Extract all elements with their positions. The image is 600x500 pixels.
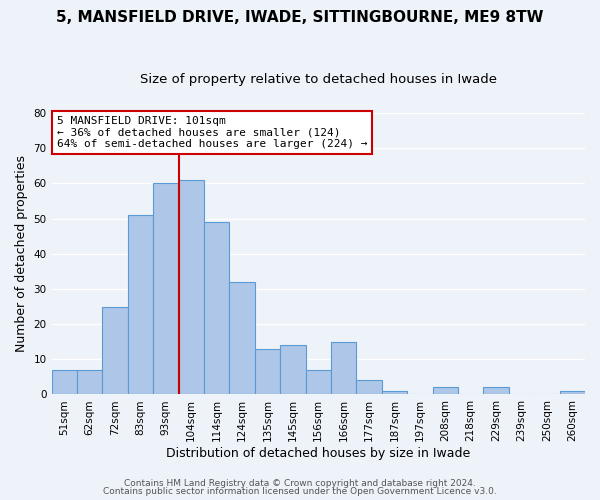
Bar [255,348,280,395]
Text: 5 MANSFIELD DRIVE: 101sqm
← 36% of detached houses are smaller (124)
64% of semi: 5 MANSFIELD DRIVE: 101sqm ← 36% of detac… [57,116,367,149]
Bar [229,282,255,395]
Bar [204,222,229,394]
X-axis label: Distribution of detached houses by size in Iwade: Distribution of detached houses by size … [166,447,470,460]
Bar [77,370,103,394]
Bar [305,370,331,394]
Title: Size of property relative to detached houses in Iwade: Size of property relative to detached ho… [140,72,497,86]
Bar [382,391,407,394]
Bar [560,391,585,394]
Bar [179,180,204,394]
Text: 5, MANSFIELD DRIVE, IWADE, SITTINGBOURNE, ME9 8TW: 5, MANSFIELD DRIVE, IWADE, SITTINGBOURNE… [56,10,544,25]
Bar [103,306,128,394]
Y-axis label: Number of detached properties: Number of detached properties [15,156,28,352]
Text: Contains public sector information licensed under the Open Government Licence v3: Contains public sector information licen… [103,487,497,496]
Bar [433,388,458,394]
Bar [280,345,305,395]
Bar [52,370,77,394]
Text: Contains HM Land Registry data © Crown copyright and database right 2024.: Contains HM Land Registry data © Crown c… [124,478,476,488]
Bar [356,380,382,394]
Bar [153,184,179,394]
Bar [331,342,356,394]
Bar [128,215,153,394]
Bar [484,388,509,394]
